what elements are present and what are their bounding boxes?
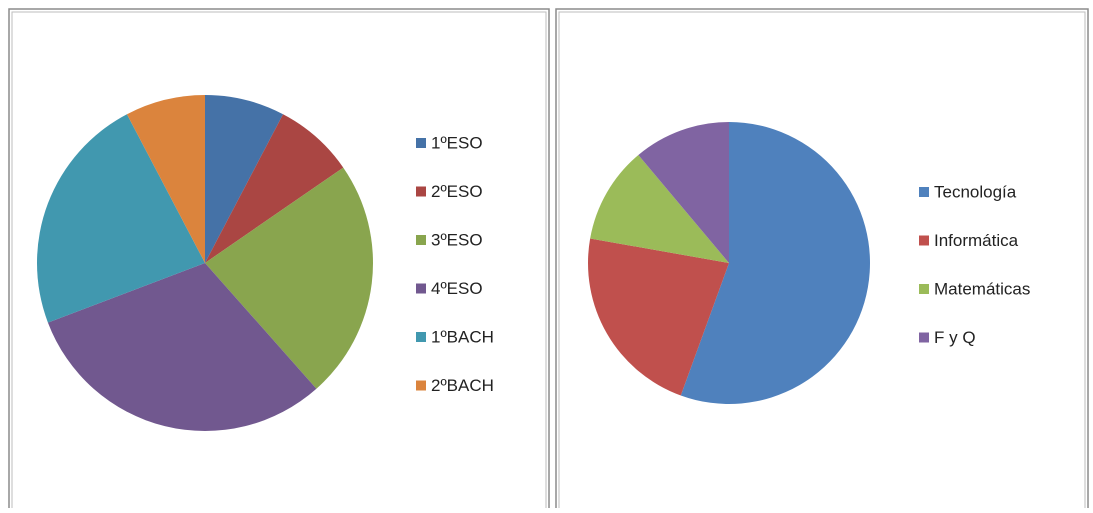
legend-swatch <box>416 283 426 294</box>
pie-slice <box>588 238 729 396</box>
pie-slice <box>47 263 317 432</box>
pie-slice <box>590 154 729 263</box>
legend-swatch <box>416 380 426 391</box>
pie-slice <box>680 122 870 404</box>
legend-swatch <box>416 332 426 342</box>
legend-swatch <box>416 138 426 148</box>
chart-frame-inner <box>558 11 1086 513</box>
pie-slice <box>205 95 284 263</box>
legend-label: 2ºBACH <box>431 376 494 395</box>
legend-swatch <box>919 187 929 197</box>
legend-label: Tecnología <box>934 182 1017 201</box>
legend-label: 3ºESO <box>431 230 483 249</box>
legend-label: 1ºESO <box>431 133 483 152</box>
pie-slice <box>638 122 729 263</box>
legend-swatch <box>919 332 929 343</box>
legend-label: Matemáticas <box>934 279 1030 298</box>
legend-swatch <box>416 235 426 245</box>
legend-label: 2ºESO <box>431 182 483 201</box>
legend-label: Informática <box>934 231 1019 250</box>
pie-slice <box>205 114 344 264</box>
pie-slice <box>37 114 205 323</box>
pie-slice <box>126 95 205 263</box>
pie-slice <box>205 167 373 389</box>
legend-label: 4ºESO <box>431 279 483 298</box>
legend-swatch <box>919 284 929 294</box>
legend-label: F y Q <box>934 328 976 347</box>
chart-frame-inner <box>11 11 547 513</box>
legend-label: 1ºBACH <box>431 327 494 346</box>
legend-swatch <box>919 235 929 246</box>
legend-swatch <box>416 186 426 197</box>
